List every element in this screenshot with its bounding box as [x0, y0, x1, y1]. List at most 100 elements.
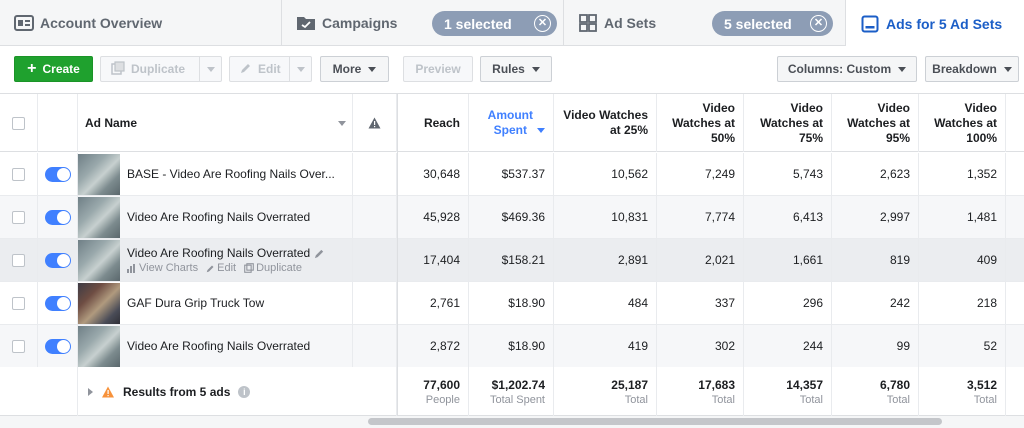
ad-name-column — [78, 282, 353, 324]
ad-name-cell[interactable]: GAF Dura Grip Truck Tow — [127, 282, 264, 324]
tab-ads[interactable]: Ads for 5 Ad Sets — [846, 0, 1024, 47]
ad-name-cell[interactable]: Video Are Roofing Nails Overrated View C… — [127, 239, 325, 281]
ads-table: Ad Name Reach Amount Spent Video Watches… — [0, 94, 1024, 416]
scrollbar-thumb[interactable] — [368, 418, 942, 425]
duplicate-link-label: Duplicate — [256, 262, 302, 274]
table-row[interactable]: Video Are Roofing Nails Overrated 2,872 … — [0, 325, 1024, 368]
table-row[interactable]: Video Are Roofing Nails Overrated 45,928… — [0, 196, 1024, 239]
ad-name[interactable]: Video Are Roofing Nails Overrated — [127, 246, 311, 260]
view-charts-label: View Charts — [139, 262, 199, 274]
vw75-label-line2: Watches at — [760, 115, 823, 130]
folder-icon — [296, 13, 316, 33]
ad-status-toggle[interactable] — [44, 209, 71, 225]
ad-name[interactable]: Video Are Roofing Nails Overrated — [127, 339, 311, 353]
table-row[interactable]: GAF Dura Grip Truck Tow 2,761 $18.90 484… — [0, 282, 1024, 325]
ad-name-cell[interactable]: Video Are Roofing Nails Overrated — [127, 196, 310, 238]
ad-status-toggle[interactable] — [44, 166, 71, 182]
columns-label: Columns: Custom — [787, 62, 892, 76]
rules-button[interactable]: Rules — [480, 56, 552, 82]
edit-link[interactable]: Edit — [206, 262, 236, 274]
clear-selection-icon[interactable]: ✕ — [534, 15, 551, 32]
summary-vw50-value: 17,683 — [698, 377, 735, 392]
horizontal-scrollbar[interactable] — [0, 416, 1024, 428]
frozen-column-divider — [397, 94, 398, 416]
edit-button[interactable]: Edit — [229, 56, 312, 82]
amount-spent-header[interactable]: Amount Spent — [469, 94, 554, 152]
amount-spent-label-line2: Spent — [493, 123, 527, 137]
ad-name[interactable]: Video Are Roofing Nails Overrated — [127, 210, 311, 224]
delivery-cell — [353, 282, 397, 324]
vw25-cell: 2,891 — [554, 239, 657, 281]
reach-header[interactable]: Reach — [397, 94, 469, 152]
columns-button[interactable]: Columns: Custom — [777, 56, 917, 82]
vw50-cell: 7,774 — [657, 196, 744, 238]
video-watches-100-header[interactable]: Video Watches at 100% — [919, 94, 1006, 152]
table-row[interactable]: BASE - Video Are Roofing Nails Over... 3… — [0, 153, 1024, 196]
expand-caret-icon[interactable] — [88, 387, 93, 396]
ad-thumbnail — [78, 197, 120, 238]
summary-spacer — [0, 367, 78, 416]
row-actions: View Charts Edit Duplicate — [127, 262, 325, 274]
duplicate-dropdown[interactable] — [199, 57, 221, 81]
ad-name[interactable]: GAF Dura Grip Truck Tow — [127, 296, 265, 310]
tab-account-overview[interactable]: Account Overview — [0, 0, 282, 46]
row-checkbox[interactable] — [12, 167, 25, 181]
reach-cell: 45,928 — [397, 196, 469, 238]
vw50-label-line3: 50% — [710, 130, 735, 145]
video-watches-25-header[interactable]: Video Watches at 25% — [554, 94, 657, 152]
pencil-icon — [206, 265, 214, 272]
duplicate-link[interactable]: Duplicate — [244, 262, 302, 274]
chevron-down-icon[interactable] — [338, 120, 346, 126]
vw25-label-line1: Video Watches — [563, 108, 648, 122]
vw25-cell: 10,831 — [554, 196, 657, 238]
clear-selection-icon[interactable]: ✕ — [810, 15, 827, 32]
results-summary-row: Results from 5 ads i 77,600 People $1,20… — [0, 367, 1024, 416]
vw95-label-line2: Watches at — [847, 115, 910, 130]
row-checkbox[interactable] — [12, 339, 25, 353]
video-watches-50-header[interactable]: Video Watches at 50% — [657, 94, 744, 152]
summary-vw75-unit: Total — [799, 393, 823, 406]
table-row[interactable]: Video Are Roofing Nails Overrated View C… — [0, 239, 1024, 282]
tab-campaigns[interactable]: Campaigns 1 selected ✕ — [282, 0, 564, 46]
table-header: Ad Name Reach Amount Spent Video Watches… — [0, 94, 1024, 152]
summary-spent-unit: Total Spent — [489, 393, 545, 406]
selection-count: 5 selected — [724, 15, 792, 32]
duplicate-button[interactable]: Duplicate — [100, 56, 222, 82]
ad-status-toggle[interactable] — [44, 295, 71, 311]
tab-ad-sets[interactable]: Ad Sets 5 selected ✕ — [564, 0, 846, 46]
preview-button[interactable]: Preview — [403, 56, 473, 82]
vw50-cell: 337 — [657, 282, 744, 324]
row-checkbox[interactable] — [12, 296, 25, 310]
ad-name-cell[interactable]: BASE - Video Are Roofing Nails Over... — [127, 153, 335, 195]
vw100-label-line1: Video — [964, 100, 997, 115]
video-watches-95-header[interactable]: Video Watches at 95% — [832, 94, 919, 152]
ad-status-toggle[interactable] — [44, 338, 71, 354]
create-button[interactable]: + Create — [14, 56, 93, 82]
pencil-icon[interactable] — [314, 248, 325, 259]
ad-status-toggle[interactable] — [44, 252, 71, 268]
vw100-label-line2: Watches at — [934, 115, 997, 130]
vw95-cell: 242 — [832, 282, 919, 324]
duplicate-label: Duplicate — [131, 62, 186, 76]
row-checkbox[interactable] — [12, 253, 25, 267]
create-label: Create — [42, 62, 80, 76]
breakdown-button[interactable]: Breakdown — [925, 56, 1019, 82]
ad-thumbnail — [78, 240, 120, 281]
more-button[interactable]: More — [320, 56, 389, 82]
summary-vw25: 25,187 Total — [554, 367, 657, 416]
ad-name[interactable]: BASE - Video Are Roofing Nails Over... — [127, 167, 335, 181]
vw75-cell: 5,743 — [744, 153, 832, 195]
tab-label: Campaigns — [322, 15, 398, 31]
info-icon[interactable]: i — [238, 385, 251, 398]
video-watches-75-header[interactable]: Video Watches at 75% — [744, 94, 832, 152]
row-checkbox[interactable] — [12, 210, 25, 224]
vw95-label-line3: 95% — [885, 130, 910, 145]
ad-name-cell[interactable]: Video Are Roofing Nails Overrated — [127, 325, 310, 367]
row-toggle-cell — [38, 325, 78, 367]
select-all-checkbox[interactable] — [12, 116, 25, 130]
view-charts-link[interactable]: View Charts — [127, 262, 198, 274]
edit-dropdown[interactable] — [289, 57, 311, 81]
summary-vw25-value: 25,187 — [611, 377, 648, 392]
ad-name-header[interactable]: Ad Name — [78, 94, 353, 152]
edit-link-label: Edit — [217, 262, 237, 274]
